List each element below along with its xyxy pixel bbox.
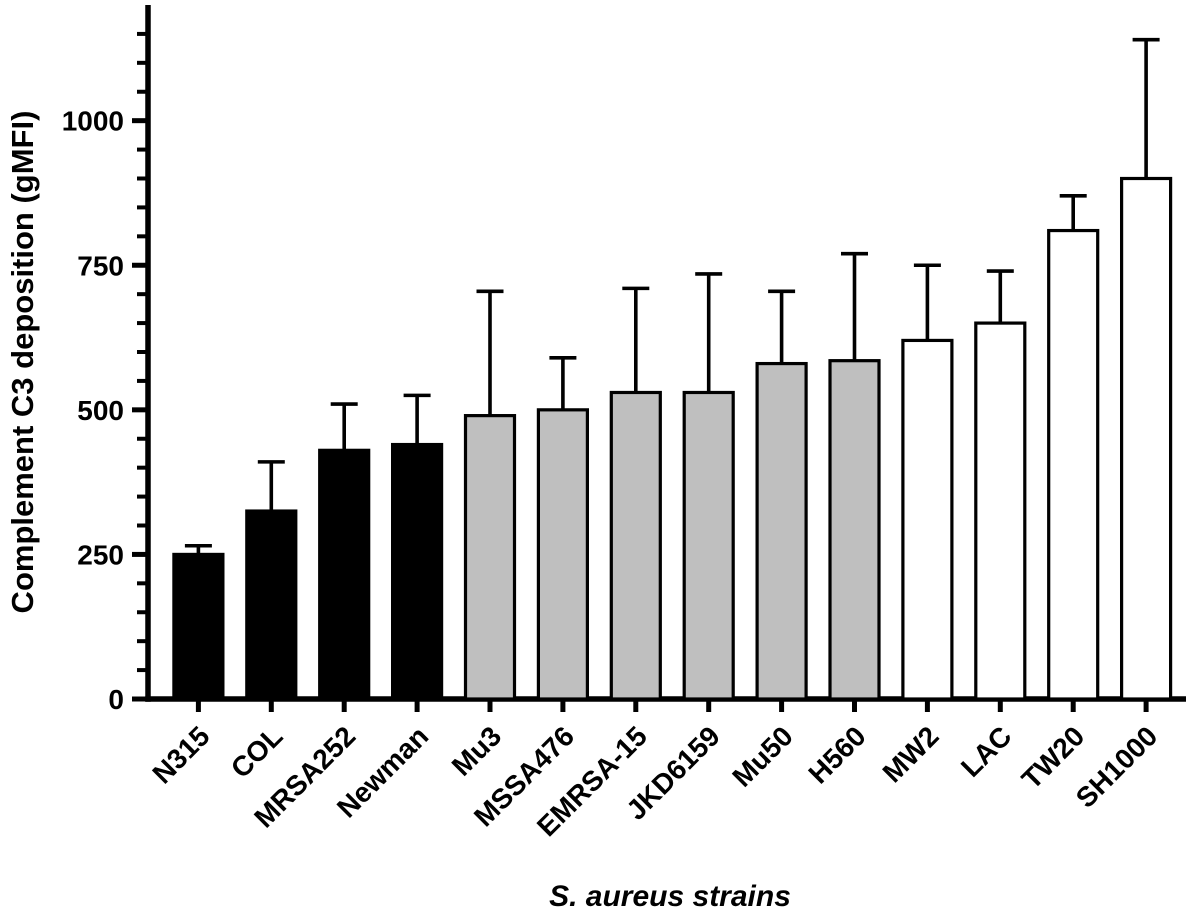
- bar-mu3: [463, 414, 517, 701]
- x-tick-label: SH1000: [1070, 720, 1163, 813]
- y-tick-label: 1000: [62, 106, 124, 137]
- x-tick-label: MW2: [877, 720, 945, 788]
- x-tick-label: LAC: [955, 720, 1018, 783]
- x-tick-label: H560: [802, 720, 871, 789]
- bar-mrsa252: [318, 448, 371, 701]
- x-axis-title: S. aureus strains: [549, 880, 791, 913]
- y-tick-label: 250: [77, 539, 124, 570]
- x-tick-label: Mu3: [446, 720, 508, 782]
- bar-emrsa-15: [609, 390, 662, 701]
- y-tick-label: 500: [77, 395, 124, 426]
- bar-mw2: [901, 338, 954, 701]
- bar-newman: [391, 442, 444, 701]
- x-tick-label: COL: [225, 720, 289, 784]
- bar-tw20: [1047, 228, 1100, 701]
- y-axis-title: Complement C3 deposition (gMFI): [5, 111, 40, 614]
- bar-sh1000: [1119, 176, 1173, 701]
- bar-col: [245, 509, 298, 701]
- y-tick-label: 0: [108, 684, 124, 715]
- bar-n315: [172, 552, 225, 701]
- x-tick-label: Mu50: [726, 720, 799, 793]
- bar-jkd6159: [682, 390, 735, 701]
- bar-mssa476: [536, 408, 590, 701]
- bar-h560: [828, 359, 881, 701]
- y-tick-label: 750: [77, 250, 124, 281]
- bar-mu50: [755, 361, 808, 701]
- x-tick-label: N315: [146, 720, 215, 789]
- bar-lac: [974, 321, 1027, 701]
